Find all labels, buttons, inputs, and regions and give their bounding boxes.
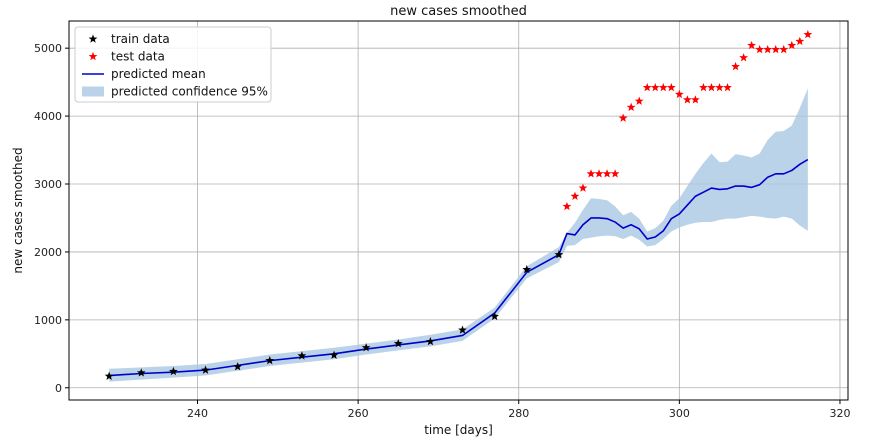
test-data-point (618, 113, 628, 122)
test-data-point (771, 44, 781, 54)
train-data-point (361, 343, 371, 352)
test-data-point (594, 169, 604, 178)
legend-label: train data (111, 32, 170, 46)
test-data-point (691, 95, 700, 104)
test-data-point (666, 82, 676, 92)
x-tick-label: 240 (187, 407, 208, 420)
legend: train data test data predicted mean predict… (74, 26, 272, 103)
test-data-point (723, 82, 732, 92)
plot-frame (68, 20, 849, 401)
train-data-point (169, 366, 178, 376)
test-data-point (658, 82, 668, 92)
x-tick-label: 260 (348, 407, 369, 420)
train-data-point (136, 368, 146, 377)
legend-star-handle (88, 51, 98, 61)
y-axis: 0 1000 2000 3000 4000 5000 (34, 42, 69, 395)
x-axis-title: time [days] (424, 423, 493, 437)
x-tick-label: 280 (508, 407, 529, 420)
y-tick-label: 3000 (34, 178, 62, 191)
train-data-point (201, 365, 210, 374)
legend-star-handle (88, 34, 98, 43)
test-data-point (570, 191, 580, 200)
test-data-point (642, 82, 652, 92)
x-axis: 240 260 280 300 320 (187, 400, 850, 420)
train-data-point (233, 362, 243, 371)
test-data-point (763, 44, 773, 54)
x-tick-label: 320 (829, 407, 850, 420)
mean-line-layer (109, 158, 809, 377)
train-data-point (522, 264, 532, 274)
y-tick-label: 0 (55, 382, 62, 395)
test-data-point (707, 82, 716, 92)
test-data-point (602, 169, 612, 178)
test-data-point (683, 95, 692, 104)
train-data-point (458, 325, 467, 334)
test-data-point (787, 40, 797, 50)
test-data-point (715, 82, 724, 92)
test-data-point (795, 36, 805, 46)
test-data-point (747, 40, 756, 50)
train-data-point (426, 336, 435, 346)
test-data-point (578, 183, 588, 192)
test-data-point (699, 82, 708, 92)
legend-label: predicted mean (111, 67, 206, 81)
y-tick-label: 5000 (34, 42, 62, 55)
test-data-point (626, 102, 636, 111)
legend-box (74, 26, 272, 103)
train-data-point (297, 351, 307, 360)
legend-label: predicted confidence 95% (111, 85, 268, 99)
test-data-point (755, 44, 765, 54)
chart-title: new cases smoothed (390, 4, 527, 19)
test-data-point (739, 53, 748, 62)
train-data-point (490, 311, 500, 321)
train-data-point (393, 339, 403, 348)
y-axis-title: new cases smoothed (11, 147, 25, 273)
legend-label: test data (111, 50, 165, 64)
test-data-point (779, 44, 789, 54)
test-data-point (674, 89, 684, 99)
y-tick-label: 4000 (34, 110, 62, 123)
train-data-point (104, 371, 114, 380)
test-data-point (634, 96, 644, 105)
train-data-point (554, 250, 564, 259)
x-tick-label: 300 (669, 407, 690, 420)
grid (69, 21, 848, 400)
predicted-mean-line (109, 158, 809, 377)
test-data-point (731, 61, 740, 71)
marker-layer (104, 29, 813, 380)
train-data-point (265, 356, 275, 365)
test-data-point (586, 169, 596, 178)
test-data-point (610, 169, 620, 178)
test-data-point (803, 29, 813, 39)
legend-band-handle (82, 86, 104, 97)
test-data-point (562, 201, 572, 211)
y-tick-label: 2000 (34, 246, 62, 259)
train-data-point (329, 350, 339, 359)
y-tick-label: 1000 (34, 314, 62, 327)
test-data-point (650, 82, 660, 92)
